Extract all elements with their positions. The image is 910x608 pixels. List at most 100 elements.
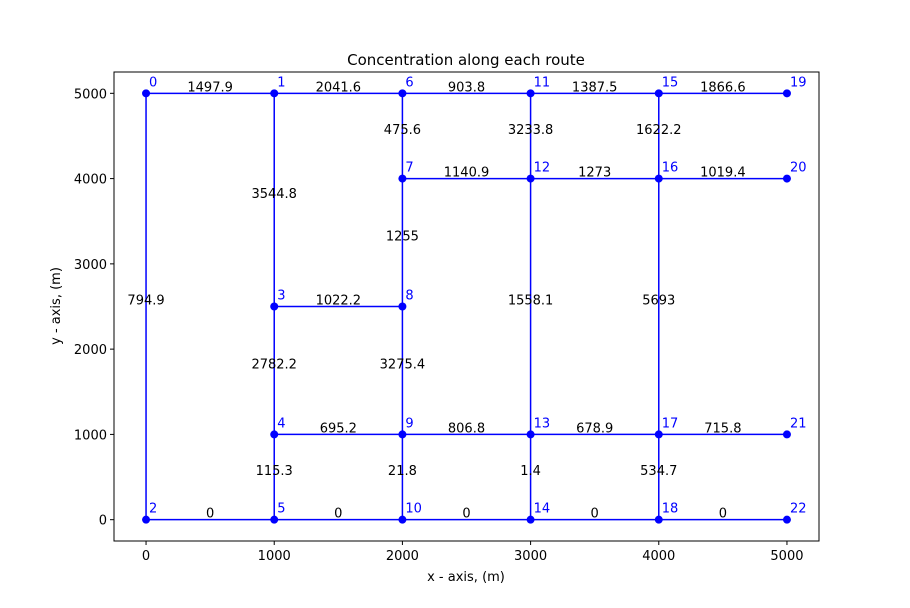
node-marker (398, 302, 407, 311)
route-value-label: 678.9 (576, 421, 613, 436)
route-value-label: 903.8 (448, 80, 485, 95)
node-id-label: 19 (790, 75, 807, 90)
nodes-layer (142, 89, 791, 524)
route-value-label: 0 (719, 507, 727, 522)
y-tick-label: 0 (99, 514, 107, 529)
node-marker (654, 430, 663, 439)
route-value-label: 0 (462, 507, 470, 522)
node-id-label: 12 (534, 161, 551, 176)
route-value-label: 1558.1 (508, 294, 554, 309)
route-value-label: 3544.8 (251, 187, 297, 202)
route-value-label: 1019.4 (700, 166, 746, 181)
route-value-label: 0 (334, 507, 342, 522)
route-value-label: 0 (206, 507, 214, 522)
node-id-label: 4 (277, 416, 285, 431)
node-marker (654, 174, 663, 183)
y-tick-label: 2000 (74, 343, 107, 358)
node-id-label: 13 (534, 416, 551, 431)
node-marker (526, 515, 535, 524)
node-id-label: 7 (405, 161, 413, 176)
chart-title: Concentration along each route (347, 51, 585, 69)
route-value-label: 0 (591, 507, 599, 522)
node-marker (270, 302, 279, 311)
route-value-label: 794.9 (127, 294, 164, 309)
node-marker (782, 174, 791, 183)
node-id-label: 10 (405, 502, 422, 517)
route-value-label: 1273 (578, 166, 611, 181)
route-value-label: 115.3 (256, 464, 293, 479)
x-tick-label: 2000 (386, 549, 419, 564)
node-marker (654, 89, 663, 98)
node-id-label: 21 (790, 416, 807, 431)
y-tick-label: 1000 (74, 428, 107, 443)
route-value-label: 1622.2 (636, 123, 682, 138)
x-axis-label: x - axis, (m) (427, 570, 505, 585)
node-marker (782, 515, 791, 524)
route-value-label: 1866.6 (700, 80, 746, 95)
node-id-label: 11 (534, 75, 551, 90)
y-tick-label: 5000 (74, 87, 107, 102)
node-id-label: 1 (277, 75, 285, 90)
route-value-label: 1255 (386, 230, 419, 245)
route-value-label: 1140.9 (444, 166, 490, 181)
node-marker (782, 89, 791, 98)
node-marker (782, 430, 791, 439)
route-value-label: 1.4 (520, 464, 541, 479)
node-id-label: 2 (149, 502, 157, 517)
axes-frame (113, 71, 820, 542)
x-tick-label: 0 (142, 549, 150, 564)
route-value-label: 5693 (642, 294, 675, 309)
node-id-label: 20 (790, 161, 807, 176)
route-value-label: 21.8 (388, 464, 417, 479)
node-marker (526, 89, 535, 98)
node-id-label: 16 (662, 161, 679, 176)
node-marker (654, 515, 663, 524)
node-marker (270, 89, 279, 98)
node-marker (526, 430, 535, 439)
x-tick-label: 5000 (770, 549, 803, 564)
route-value-label: 3275.4 (380, 357, 426, 372)
route-value-label: 3233.8 (508, 123, 554, 138)
node-id-label: 14 (534, 502, 551, 517)
route-value-label: 806.8 (448, 421, 485, 436)
node-id-label: 17 (662, 416, 679, 431)
node-marker (398, 515, 407, 524)
node-marker (270, 430, 279, 439)
node-marker (398, 430, 407, 439)
route-value-label: 1387.5 (572, 80, 618, 95)
node-marker (270, 515, 279, 524)
route-value-label: 2782.2 (251, 357, 297, 372)
node-id-label: 9 (405, 416, 413, 431)
node-marker (526, 174, 535, 183)
plot-area: 1497.9 2041.6 903.8 1387.5 1866.6 794.9 3544.8… (113, 71, 820, 542)
x-tick-label: 1000 (258, 549, 291, 564)
node-marker (398, 174, 407, 183)
y-tick-label: 4000 (74, 173, 107, 188)
node-id-label: 5 (277, 502, 285, 517)
route-value-label: 1022.2 (316, 294, 362, 309)
route-value-label: 695.2 (320, 421, 357, 436)
route-value-label: 534.7 (640, 464, 677, 479)
node-id-label: 0 (149, 75, 157, 90)
edges-layer (145, 92, 787, 521)
route-value-label: 475.6 (384, 123, 421, 138)
node-id-label: 18 (662, 502, 679, 517)
node-marker (142, 89, 151, 98)
route-value-label: 1497.9 (187, 80, 233, 95)
node-id-label: 3 (277, 289, 285, 304)
x-axis-ticks: 0 1000 2000 3000 4000 5000 (142, 541, 804, 564)
node-id-label: 8 (405, 289, 413, 304)
node-id-label: 22 (790, 502, 807, 517)
node-marker (398, 89, 407, 98)
route-value-label: 2041.6 (316, 80, 362, 95)
node-id-label: 15 (662, 75, 679, 90)
x-tick-label: 4000 (642, 549, 675, 564)
node-marker (142, 515, 151, 524)
y-axis-ticks: 0 1000 2000 3000 4000 5000 (74, 87, 114, 529)
y-tick-label: 3000 (74, 258, 107, 273)
x-tick-label: 3000 (514, 549, 547, 564)
route-value-label: 715.8 (704, 421, 741, 436)
